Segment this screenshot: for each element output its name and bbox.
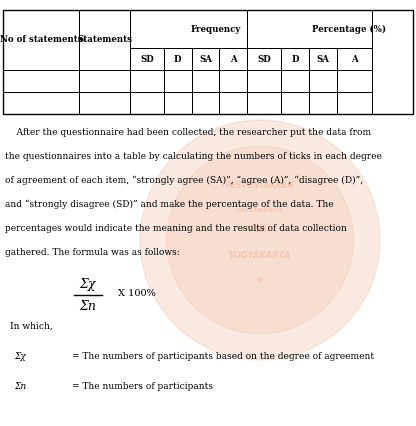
Text: gathered. The formula was as follows:: gathered. The formula was as follows: [5, 248, 180, 257]
Bar [309, 92, 337, 114]
Text: of agreement of each item, “strongly agree (SA)”, “agree (A)”, “disagree (D)”,: of agreement of each item, “strongly agr… [5, 176, 363, 185]
Bar [192, 92, 220, 114]
Text: After the questionnaire had been collected, the researcher put the data from: After the questionnaire had been collect… [5, 128, 371, 137]
Text: = The numbers of participants based on the degree of agreement: = The numbers of participants based on t… [72, 352, 374, 361]
Bar [164, 70, 192, 92]
Text: X 100%: X 100% [118, 288, 156, 297]
Bar [192, 48, 220, 70]
Text: Statements: Statements [77, 35, 132, 44]
Text: No of statements: No of statements [0, 35, 82, 44]
Bar [220, 70, 248, 92]
Bar [130, 70, 164, 92]
Circle shape [166, 147, 354, 334]
Bar [309, 70, 337, 92]
Bar [220, 48, 248, 70]
Bar [192, 70, 220, 92]
Bar [3, 10, 79, 70]
Text: Percentage (%): Percentage (%) [312, 24, 386, 34]
Text: ®: ® [257, 277, 263, 283]
Bar [130, 48, 164, 70]
Text: Frequency: Frequency [191, 25, 241, 34]
Bar [164, 92, 192, 114]
Text: and “strongly disagree (SD)” and make the percentage of the data. The: and “strongly disagree (SD)” and make th… [5, 200, 334, 209]
Bar [248, 70, 281, 92]
Text: SA: SA [316, 55, 329, 63]
Bar [3, 92, 79, 114]
Bar [164, 48, 192, 70]
Text: In which,: In which, [10, 322, 53, 331]
Text: D: D [291, 55, 299, 63]
Bar [337, 92, 372, 114]
Bar [281, 92, 309, 114]
Bar [79, 10, 130, 70]
Text: D: D [174, 55, 181, 63]
Text: UNIVERSITAS: UNIVERSITAS [237, 207, 283, 213]
Bar [309, 48, 337, 70]
Text: Σn: Σn [79, 300, 97, 313]
Bar [3, 10, 413, 114]
Bar [248, 10, 372, 48]
Text: PERPUSTAKAAN: PERPUSTAKAAN [226, 181, 294, 190]
Text: A: A [230, 55, 237, 63]
Bar [281, 48, 309, 70]
Bar [79, 92, 130, 114]
Text: SD: SD [257, 55, 271, 63]
Text: SD: SD [140, 55, 154, 63]
Text: percentages would indicate the meaning and the results of data collection: percentages would indicate the meaning a… [5, 224, 347, 233]
Bar [281, 70, 309, 92]
Bar [248, 48, 281, 70]
Text: PGRI: PGRI [249, 225, 271, 234]
Bar [79, 70, 130, 92]
Text: SA: SA [199, 55, 212, 63]
Bar [130, 10, 248, 48]
Bar [337, 48, 372, 70]
Bar [337, 70, 372, 92]
Bar [3, 70, 79, 92]
Bar [248, 92, 281, 114]
Text: Σχ: Σχ [14, 352, 26, 361]
Text: Σχ: Σχ [80, 278, 96, 291]
Text: A: A [351, 55, 358, 63]
Text: the questionnaires into a table by calculating the numbers of ticks in each degr: the questionnaires into a table by calcu… [5, 152, 382, 161]
Bar [220, 92, 248, 114]
Circle shape [140, 120, 380, 360]
Text: YOGYAKARTA: YOGYAKARTA [229, 250, 291, 259]
Text: Σn: Σn [14, 382, 26, 391]
Bar [130, 92, 164, 114]
Text: = The numbers of participants: = The numbers of participants [72, 382, 213, 391]
